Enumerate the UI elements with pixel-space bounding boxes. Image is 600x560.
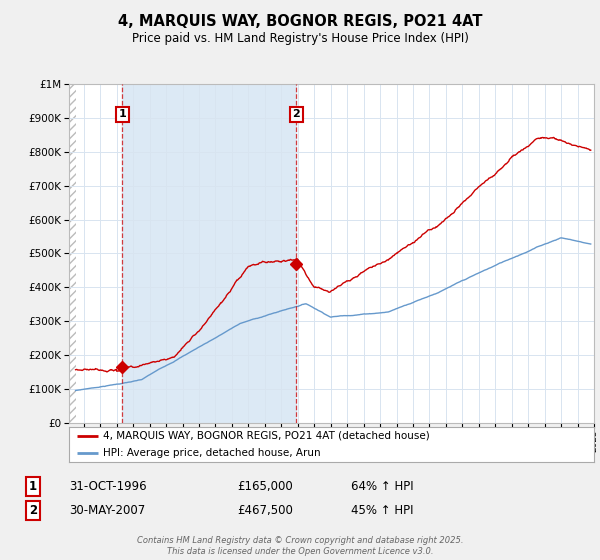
- Text: Price paid vs. HM Land Registry's House Price Index (HPI): Price paid vs. HM Land Registry's House …: [131, 32, 469, 45]
- Text: £165,000: £165,000: [237, 479, 293, 493]
- Bar: [69, 84, 76, 423]
- Text: Contains HM Land Registry data © Crown copyright and database right 2025.
This d: Contains HM Land Registry data © Crown c…: [137, 536, 463, 556]
- Text: 4, MARQUIS WAY, BOGNOR REGIS, PO21 4AT: 4, MARQUIS WAY, BOGNOR REGIS, PO21 4AT: [118, 14, 482, 29]
- Text: 4, MARQUIS WAY, BOGNOR REGIS, PO21 4AT (detached house): 4, MARQUIS WAY, BOGNOR REGIS, PO21 4AT (…: [103, 431, 430, 441]
- Text: 1: 1: [29, 479, 37, 493]
- Text: 1: 1: [118, 110, 126, 119]
- Text: 2: 2: [29, 504, 37, 517]
- Text: 64% ↑ HPI: 64% ↑ HPI: [351, 479, 413, 493]
- Text: £467,500: £467,500: [237, 504, 293, 517]
- Text: 45% ↑ HPI: 45% ↑ HPI: [351, 504, 413, 517]
- Text: HPI: Average price, detached house, Arun: HPI: Average price, detached house, Arun: [103, 449, 321, 458]
- Text: 31-OCT-1996: 31-OCT-1996: [69, 479, 146, 493]
- Bar: [69, 84, 76, 423]
- Bar: [122, 84, 296, 423]
- Text: 2: 2: [292, 110, 300, 119]
- Text: 30-MAY-2007: 30-MAY-2007: [69, 504, 145, 517]
